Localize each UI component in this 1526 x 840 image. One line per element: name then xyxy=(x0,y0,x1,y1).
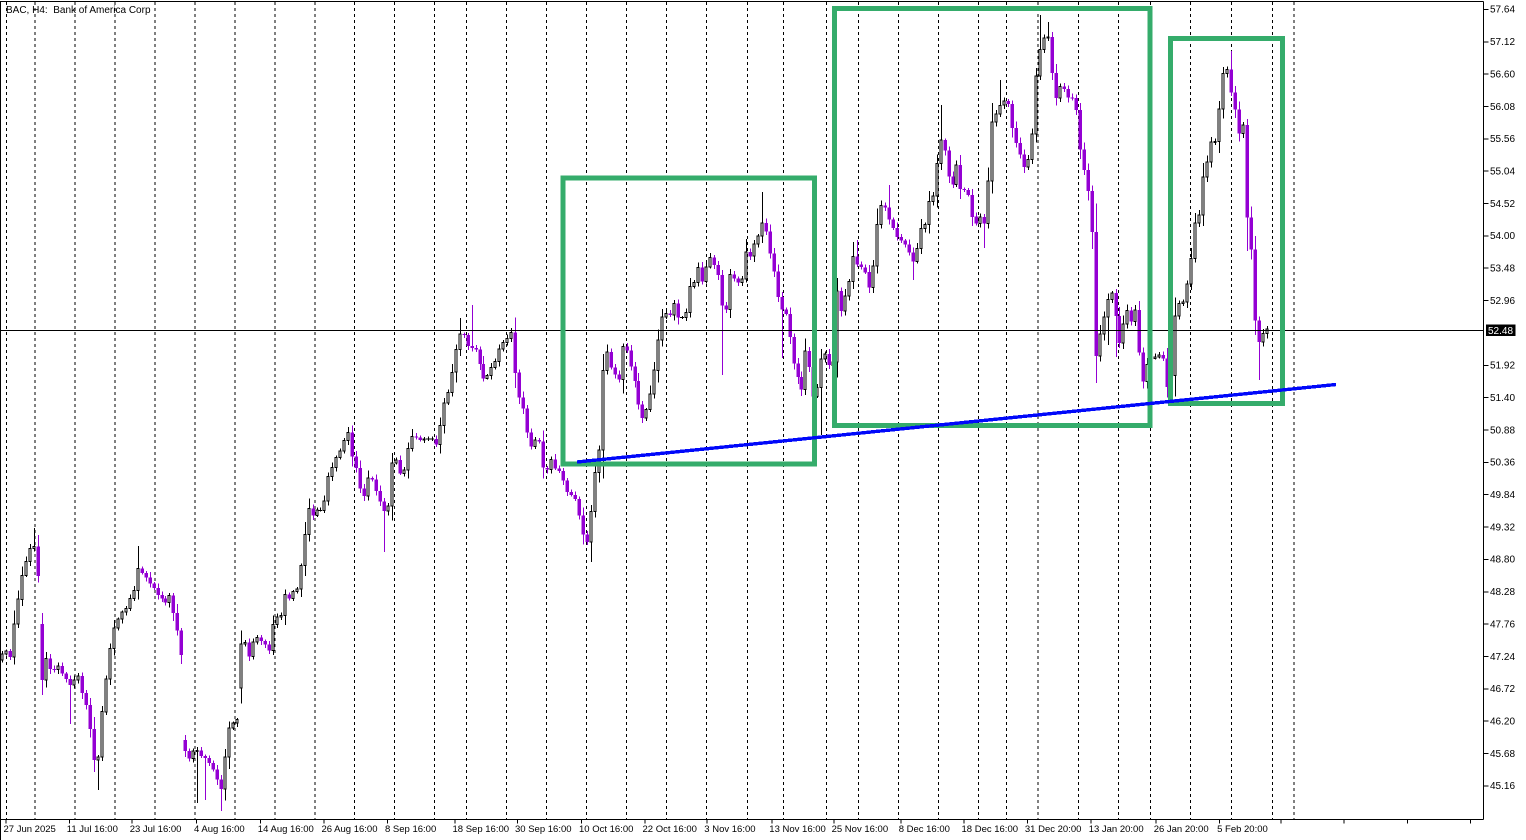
svg-text:46.72: 46.72 xyxy=(1490,684,1515,695)
svg-text:57.64: 57.64 xyxy=(1490,5,1515,16)
svg-text:55.04: 55.04 xyxy=(1490,167,1515,178)
svg-text:48.80: 48.80 xyxy=(1490,555,1515,566)
svg-text:31 Dec 20:00: 31 Dec 20:00 xyxy=(1025,824,1082,835)
svg-text:47.76: 47.76 xyxy=(1490,619,1515,630)
svg-text:50.88: 50.88 xyxy=(1490,425,1515,436)
svg-text:48.28: 48.28 xyxy=(1490,587,1515,598)
svg-text:13 Nov 16:00: 13 Nov 16:00 xyxy=(769,824,826,835)
svg-text:56.60: 56.60 xyxy=(1490,69,1515,80)
svg-text:26 Aug 16:00: 26 Aug 16:00 xyxy=(322,824,378,835)
svg-text:18 Dec 16:00: 18 Dec 16:00 xyxy=(962,824,1019,835)
svg-text:46.20: 46.20 xyxy=(1490,717,1515,728)
svg-text:18 Sep 16:00: 18 Sep 16:00 xyxy=(453,824,510,835)
svg-text:57.12: 57.12 xyxy=(1490,37,1515,48)
svg-text:47.24: 47.24 xyxy=(1490,652,1515,663)
svg-text:10 Oct 16:00: 10 Oct 16:00 xyxy=(579,824,633,835)
svg-text:11 Jul 16:00: 11 Jul 16:00 xyxy=(67,824,118,835)
svg-text:4 Aug 16:00: 4 Aug 16:00 xyxy=(194,824,245,835)
svg-text:45.68: 45.68 xyxy=(1490,749,1515,760)
svg-text:27 Jun 2025: 27 Jun 2025 xyxy=(4,824,56,835)
svg-text:56.08: 56.08 xyxy=(1490,102,1515,113)
svg-text:25 Nov 16:00: 25 Nov 16:00 xyxy=(832,824,889,835)
svg-text:53.48: 53.48 xyxy=(1490,264,1515,275)
svg-text:23 Jul 16:00: 23 Jul 16:00 xyxy=(130,824,182,835)
svg-text:8 Dec 16:00: 8 Dec 16:00 xyxy=(899,824,950,835)
svg-text:55.56: 55.56 xyxy=(1490,134,1515,145)
svg-text:49.32: 49.32 xyxy=(1490,522,1515,533)
svg-text:49.84: 49.84 xyxy=(1490,490,1515,501)
svg-text:3 Nov 16:00: 3 Nov 16:00 xyxy=(704,824,755,835)
svg-text:54.52: 54.52 xyxy=(1490,199,1515,210)
svg-text:5 Feb 20:00: 5 Feb 20:00 xyxy=(1217,824,1268,835)
svg-text:BAC, H4: Bank of America Corp: BAC, H4: Bank of America Corp xyxy=(6,5,151,16)
svg-text:54.00: 54.00 xyxy=(1490,231,1515,242)
svg-text:26 Jan 20:00: 26 Jan 20:00 xyxy=(1154,824,1209,835)
svg-text:52.48: 52.48 xyxy=(1488,326,1513,337)
svg-text:52.96: 52.96 xyxy=(1490,296,1515,307)
svg-text:13 Jan 20:00: 13 Jan 20:00 xyxy=(1089,824,1144,835)
svg-text:51.92: 51.92 xyxy=(1490,361,1515,372)
svg-text:8 Sep 16:00: 8 Sep 16:00 xyxy=(385,824,436,835)
svg-text:22 Oct 16:00: 22 Oct 16:00 xyxy=(643,824,697,835)
svg-text:45.16: 45.16 xyxy=(1490,781,1515,792)
svg-text:30 Sep 16:00: 30 Sep 16:00 xyxy=(515,824,572,835)
svg-text:14 Aug 16:00: 14 Aug 16:00 xyxy=(258,824,314,835)
svg-text:51.40: 51.40 xyxy=(1490,393,1515,404)
svg-text:50.36: 50.36 xyxy=(1490,458,1515,469)
